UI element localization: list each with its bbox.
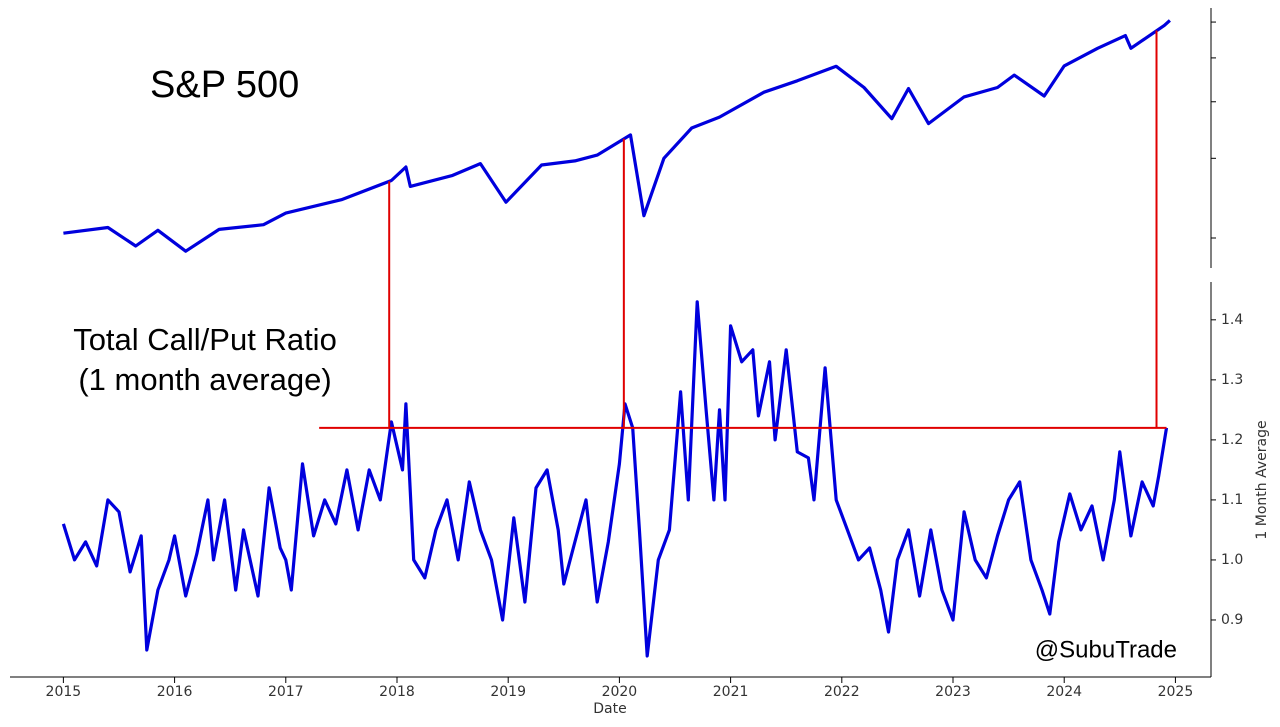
- x-tick-label: 2021: [713, 684, 749, 700]
- x-tick-label: 2025: [1158, 684, 1194, 700]
- annotation: Total Call/Put Ratio: [73, 322, 337, 357]
- series-line: [61, 300, 1169, 658]
- y-tick-label: 1.3: [1221, 372, 1243, 388]
- x-tick-label: 2017: [268, 684, 304, 700]
- y-axis-label: 1 Month Average: [1254, 420, 1270, 539]
- series-line: [63, 19, 1171, 253]
- x-axis-label: Date: [593, 701, 626, 717]
- y-tick-label: 1.0: [1221, 552, 1243, 568]
- y-tick-label: 1.2: [1221, 432, 1243, 448]
- x-tick-label: 2022: [824, 684, 860, 700]
- x-tick-label: 2015: [46, 684, 82, 700]
- x-tick-label: 2023: [935, 684, 971, 700]
- y-tick-label: 1.4: [1221, 312, 1243, 328]
- x-tick-label: 2019: [490, 684, 526, 700]
- top-title: S&P 500: [150, 64, 299, 106]
- x-tick-label: 2020: [602, 684, 638, 700]
- x-tick-label: 2018: [379, 684, 415, 700]
- y-tick-label: 0.9: [1221, 612, 1243, 628]
- y-tick-label: 1.1: [1221, 492, 1243, 508]
- watermark: @SubuTrade: [1035, 636, 1177, 663]
- x-tick-label: 2016: [157, 684, 193, 700]
- x-tick-label: 2024: [1046, 684, 1082, 700]
- annotation: (1 month average): [78, 362, 331, 397]
